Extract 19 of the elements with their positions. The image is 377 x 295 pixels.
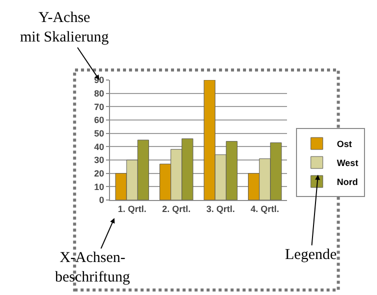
legend-label: Nord (336, 177, 358, 188)
y-tick-label: 10 (94, 182, 104, 192)
text: Legende (285, 247, 337, 263)
legend-label: West (336, 158, 358, 168)
legend-label: Ost (336, 139, 352, 150)
y-tick-label: 50 (94, 128, 104, 138)
text: X-Achsen- beschriftung (55, 250, 130, 286)
y-tick-label: 80 (94, 88, 104, 98)
x-tick-label: 3. Qrtl. (206, 204, 235, 214)
y-tick-label: 0 (99, 195, 104, 206)
y-tick-label: 30 (94, 155, 104, 166)
x-tick-label: 4. Qrtl. (250, 204, 280, 214)
y-tick-label: 70 (94, 102, 104, 112)
text: Y-Achse mit Skalierung (20, 10, 110, 46)
y-tick-label: 40 (94, 142, 104, 152)
x-tick-label: 1. Qrtl. (118, 204, 146, 214)
x-tick-label: 2. Qrtl. (162, 204, 191, 214)
y-tick-label: 20 (94, 168, 104, 178)
y-tick-label: 60 (94, 115, 104, 126)
